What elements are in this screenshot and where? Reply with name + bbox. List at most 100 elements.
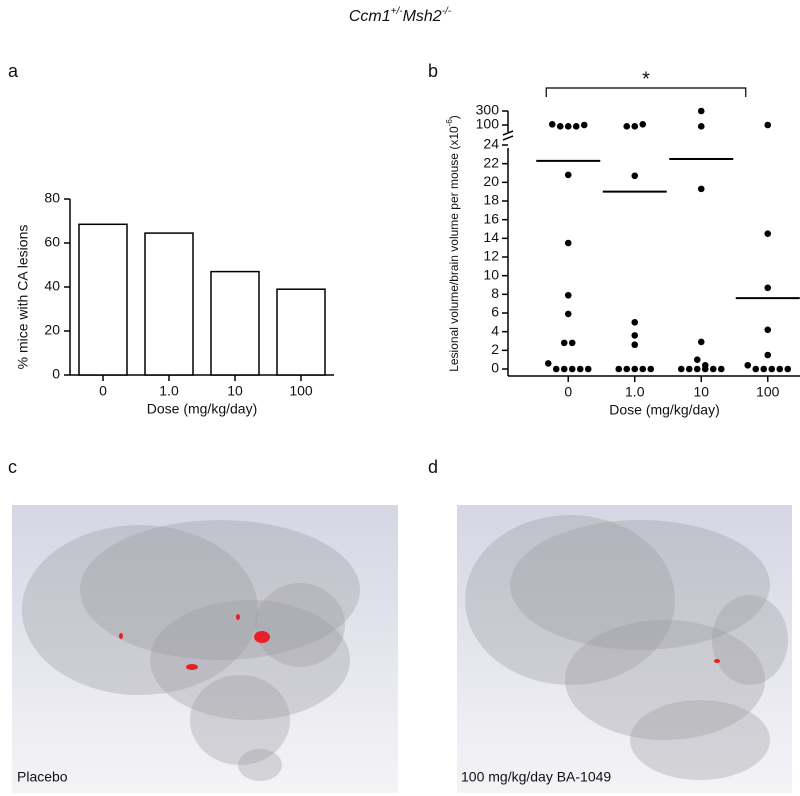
image-bg [457, 505, 792, 793]
data-point [744, 361, 752, 369]
data-point [701, 365, 709, 373]
data-point [631, 332, 639, 339]
title-part: Msh2 [403, 8, 442, 25]
bar [210, 270, 260, 376]
panel-label: d [428, 457, 438, 477]
image-caption: Placebo [17, 769, 68, 785]
lesions [119, 614, 270, 670]
data-point [556, 123, 564, 130]
data-point [544, 360, 552, 367]
data-point [560, 365, 568, 373]
y-tick-label: 6 [491, 304, 499, 320]
data-point [764, 351, 772, 359]
x-axis-label: Dose (mg/kg/day) [609, 402, 719, 418]
data-point [615, 365, 623, 373]
data-point [564, 310, 572, 318]
figure-title: Ccm1+/-Msh2-/- [349, 6, 452, 26]
y-tick-label: 60 [44, 234, 60, 250]
y-label-sup: -6 [445, 119, 454, 127]
data-point [697, 123, 705, 130]
data-point [623, 123, 631, 130]
data-point [717, 365, 725, 373]
y-tick-label: 0 [491, 360, 499, 376]
data-point [697, 107, 705, 115]
image-c: c Placebo [8, 457, 398, 793]
y-tick-label: 18 [483, 192, 499, 208]
brain [22, 520, 360, 781]
x-tick-label: 1.0 [159, 383, 179, 399]
x-axis-label: Dose (mg/kg/day) [147, 401, 257, 417]
panel-label: b [428, 61, 438, 81]
data-point [764, 284, 772, 292]
y-tick-label: 4 [491, 322, 499, 338]
data-point [639, 365, 647, 373]
y-tick-label: 22 [483, 154, 499, 170]
y-axis-label: Lesional volume/brain volume per mouse (… [445, 115, 461, 372]
data-point [685, 365, 693, 373]
title-sup: -/- [442, 6, 452, 17]
y-tick-label: 0 [52, 366, 60, 382]
y-tick-label: 8 [491, 285, 499, 301]
image-d: d 100 mg/kg/day BA-1049 [428, 457, 792, 793]
data-point [564, 239, 572, 247]
x-tick-label: 0 [564, 384, 572, 400]
y-tick-label: 2 [491, 341, 499, 357]
x-tick-label: 100 [756, 384, 780, 400]
data-point [693, 365, 701, 373]
data-point [639, 121, 647, 128]
data-point [752, 365, 760, 373]
y-axis-label: % mice with CA lesions [15, 225, 31, 370]
data-point [631, 123, 639, 130]
data-point [709, 365, 717, 373]
y-tick-label: 80 [44, 190, 60, 206]
x-tick-label: 10 [227, 383, 243, 399]
data-point [564, 171, 572, 179]
data-point [764, 230, 772, 237]
y-tick-label: 100 [476, 116, 500, 132]
image-caption: 100 mg/kg/day BA-1049 [461, 769, 611, 785]
data-point [564, 123, 572, 130]
y-tick-label: 20 [44, 322, 60, 338]
x-tick-label: 0 [99, 383, 107, 399]
data-point [552, 365, 560, 373]
data-point [564, 291, 572, 299]
data-point [760, 365, 768, 373]
x-tick-label: 1.0 [625, 384, 645, 400]
data-point [584, 365, 592, 373]
data-point [580, 121, 588, 129]
title-part: Ccm1 [349, 8, 391, 25]
x-tick-label: 10 [693, 384, 709, 400]
bar [144, 232, 194, 376]
y-label-text: Lesional volume/brain volume per mouse (… [447, 126, 461, 372]
brain [465, 515, 788, 780]
data-point [697, 185, 705, 193]
title-sup: +/- [391, 6, 404, 17]
data-point [623, 365, 631, 373]
data-point [764, 121, 772, 129]
y-label-text: ) [447, 115, 461, 119]
data-point [568, 339, 576, 347]
data-point [548, 121, 556, 128]
data-point [697, 338, 705, 346]
y-tick-label: 20 [483, 173, 499, 189]
data-point [768, 365, 776, 373]
annotation: * [642, 68, 650, 90]
bar [276, 288, 326, 376]
y-tick-label: 24 [483, 136, 499, 152]
y-tick-label: 12 [483, 248, 499, 264]
axis-break [502, 130, 514, 136]
data-point [631, 365, 639, 373]
panel-label: c [8, 457, 17, 477]
bar [78, 223, 128, 376]
x-tick-label: 100 [289, 383, 313, 399]
data-point [572, 123, 580, 130]
y-tick-label: 10 [483, 266, 499, 282]
data-point [677, 365, 685, 373]
data-point [631, 341, 639, 349]
axis-break [502, 135, 514, 141]
data-point [631, 172, 639, 180]
lesions [714, 659, 720, 663]
data-point [560, 339, 568, 347]
data-point [576, 365, 584, 373]
